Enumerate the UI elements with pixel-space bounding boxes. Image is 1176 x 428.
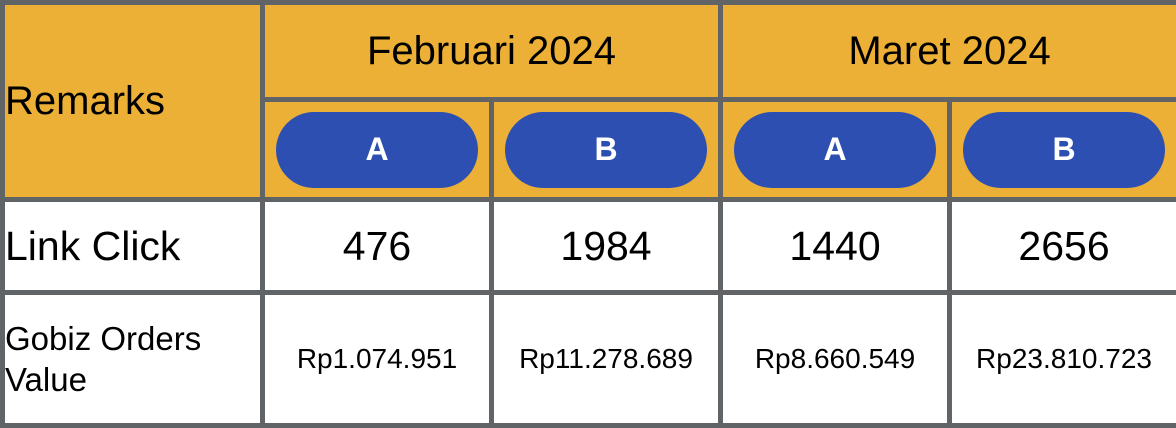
cell-gobiz-maret-a: Rp8.660.549	[718, 290, 953, 428]
pill-label: B	[594, 131, 618, 167]
header-row-subcolumns: A B A B	[3, 97, 1176, 202]
table-row-link-click: Link Click 476 1984 1440 2656	[0, 197, 1176, 295]
cell-link-click-februari-b: 1984	[488, 197, 724, 295]
pill-badge-februari-a: A	[276, 111, 478, 188]
subcolumn-cell-maret-b: B	[947, 97, 1176, 202]
month-header-februari-2024: Februari 2024	[259, 0, 724, 102]
header-row-months: Remarks Februari 2024 Maret 2024	[0, 0, 1176, 202]
cell-gobiz-februari-a: Rp1.074.951	[260, 290, 494, 428]
cell-link-click-maret-b: 2656	[947, 197, 1176, 295]
pill-label: A	[365, 131, 389, 167]
pill-label: A	[823, 131, 847, 167]
row-label-link-click: Link Click	[0, 197, 265, 295]
subcolumn-cell-februari-b: B	[488, 97, 724, 202]
subcolumn-cell-maret-a: A	[718, 97, 953, 202]
cell-link-click-februari-a: 476	[260, 197, 494, 295]
cell-gobiz-maret-b: Rp23.810.723	[947, 290, 1176, 428]
corner-header-remarks: Remarks	[0, 0, 265, 202]
row-label-gobiz-orders-value: Gobiz Orders Value	[0, 290, 265, 428]
cell-link-click-maret-a: 1440	[718, 197, 953, 295]
month-header-maret-2024: Maret 2024	[718, 0, 1176, 102]
cell-gobiz-februari-b: Rp11.278.689	[488, 290, 724, 428]
pill-label: B	[1052, 131, 1076, 167]
pill-badge-februari-b: B	[505, 111, 707, 188]
table-row-gobiz-orders-value: Gobiz Orders Value Rp1.074.951 Rp11.278.…	[0, 290, 1176, 428]
pill-badge-maret-b: B	[963, 111, 1165, 188]
pill-badge-maret-a: A	[734, 111, 936, 188]
subcolumn-cell-februari-a: A	[260, 97, 494, 202]
